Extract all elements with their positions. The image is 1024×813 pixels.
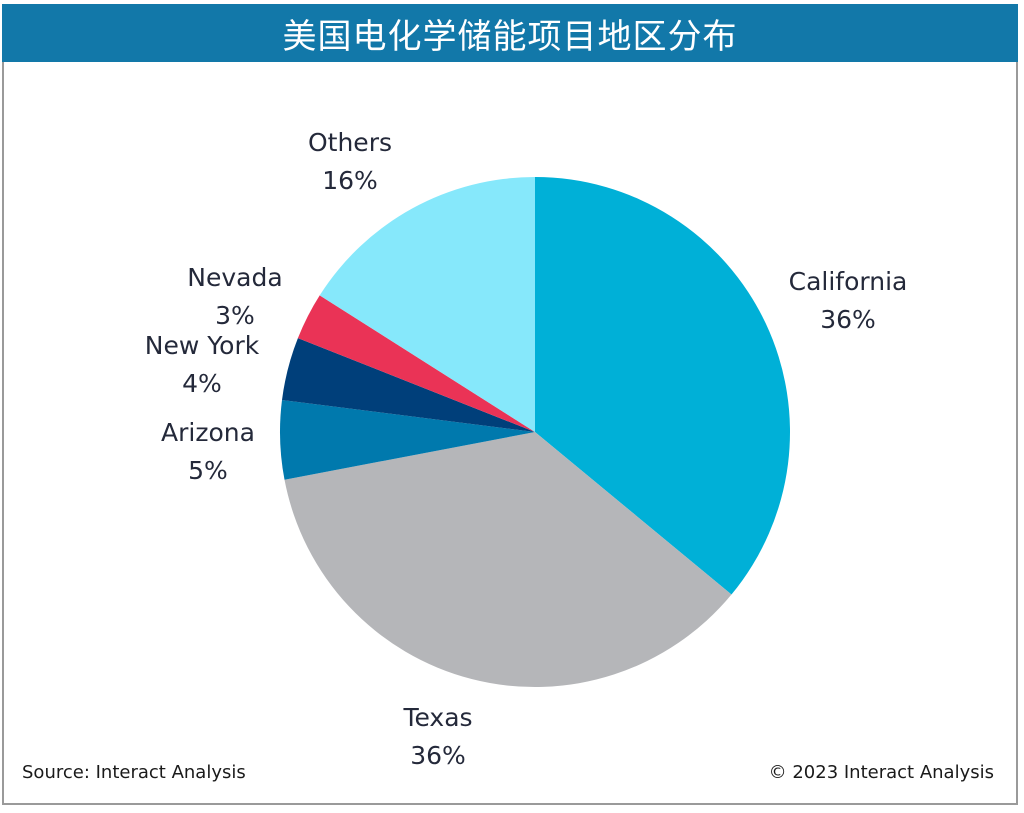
chart-title: 美国电化学储能项目地区分布 [282,16,738,57]
slice-label-others: Others [308,128,392,157]
slice-label-new-york: New York [145,331,260,360]
slice-value-new-york: 4% [182,369,222,398]
slice-value-arizona: 5% [188,456,228,485]
pie-slice-arizona [280,400,535,480]
pie-slice-new-york [282,338,535,432]
pie-slice-california [535,177,790,595]
pie-slice-nevada [297,295,535,432]
pie-slice-texas [284,432,732,688]
slice-value-nevada: 3% [215,301,255,330]
slice-label-arizona: Arizona [161,418,255,447]
slice-value-others: 16% [322,166,378,195]
slice-label-nevada: Nevada [187,263,282,292]
pie-slice-others [319,177,535,432]
slice-value-texas: 36% [410,741,466,770]
slice-label-california: California [789,267,908,296]
title-bar: 美国电化学储能项目地区分布 [2,4,1018,62]
copyright-note: © 2023 Interact Analysis [768,762,994,783]
slice-label-texas: Texas [402,703,472,732]
source-note: Source: Interact Analysis [22,762,246,783]
slice-value-california: 36% [820,305,876,334]
